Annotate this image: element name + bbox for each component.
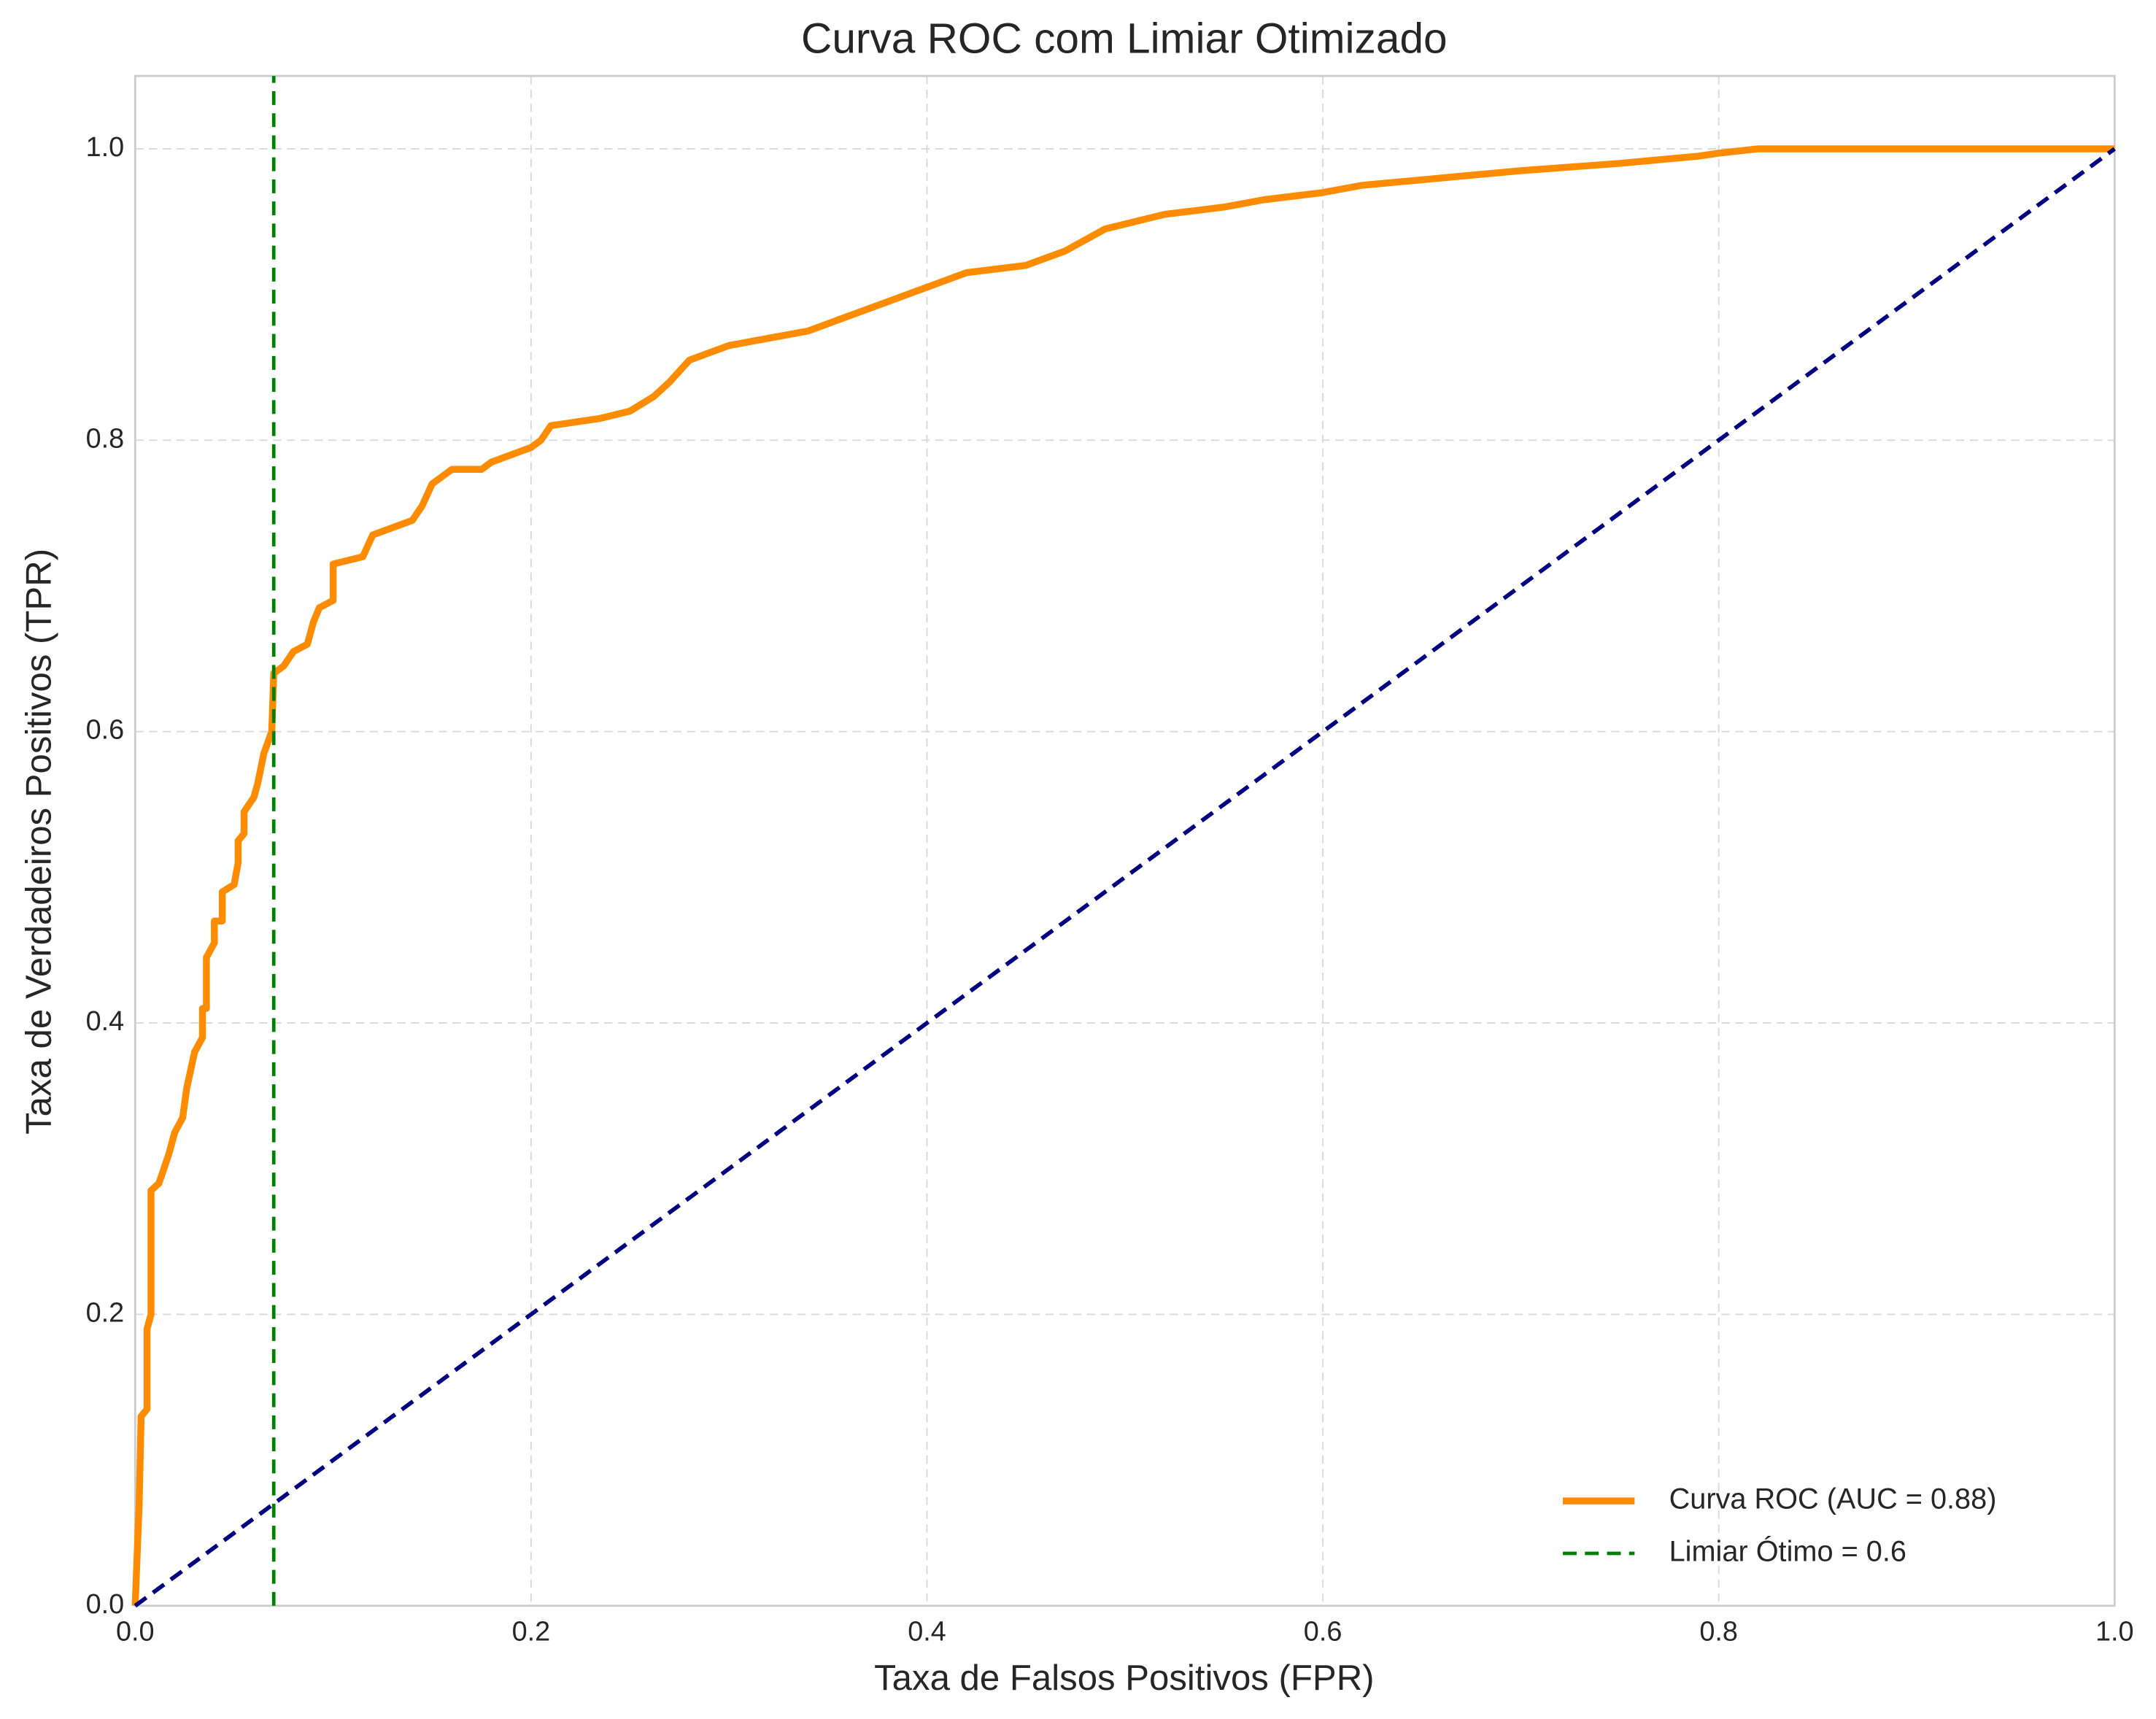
x-axis-label: Taxa de Falsos Positivos (FPR) — [874, 1658, 1374, 1698]
y-tick-label: 0.2 — [86, 1297, 125, 1328]
x-tick-label: 0.0 — [116, 1617, 155, 1647]
y-tick-label: 0.4 — [86, 1006, 125, 1037]
y-axis-label: Taxa de Verdadeiros Positivos (TPR) — [20, 549, 59, 1135]
x-tick-label: 0.2 — [512, 1617, 551, 1647]
y-tick-label: 0.8 — [86, 423, 125, 454]
y-tick-label: 1.0 — [86, 132, 125, 163]
legend-label: Limiar Ótimo = 0.6 — [1669, 1535, 1906, 1567]
plot-frame — [134, 74, 2116, 1607]
x-tick-label: 0.4 — [908, 1617, 946, 1647]
y-tick-label: 0.0 — [86, 1589, 125, 1620]
line — [134, 147, 2116, 1608]
legend-label: Curva ROC (AUC = 0.88) — [1669, 1483, 1997, 1515]
x-tick-label: 1.0 — [2095, 1617, 2134, 1647]
x-tick-label: 0.6 — [1304, 1617, 1342, 1647]
y-tick-label: 0.6 — [86, 715, 125, 746]
chart-title: Curva ROC com Limiar Otimizado — [801, 15, 1448, 62]
x-tick-label: 0.8 — [1699, 1617, 1738, 1647]
line — [131, 145, 2115, 1606]
